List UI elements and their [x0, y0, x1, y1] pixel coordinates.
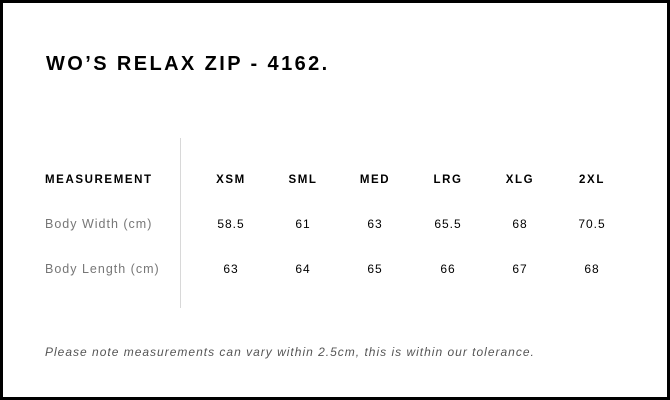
table-cell: 68: [584, 262, 600, 276]
size-header: XLG: [505, 174, 535, 186]
table-cell: 66: [440, 262, 456, 276]
table-row: Body Length (cm) 63 64 65 66 67 68: [45, 262, 665, 278]
page-title: WO’S RELAX ZIP - 4162.: [46, 53, 330, 75]
size-header: XSM: [216, 174, 246, 186]
size-header: 2XL: [579, 174, 605, 186]
size-header: MED: [359, 174, 391, 186]
column-divider: [180, 138, 181, 308]
table-cell: 63: [223, 262, 239, 276]
table-cell: 61: [295, 217, 311, 231]
table-cell: 65: [367, 262, 383, 276]
table-row: Body Width (cm) 58.5 61 63 65.5 68 70.5: [45, 217, 665, 233]
tolerance-note: Please note measurements can vary within…: [45, 345, 535, 359]
table-cell: 68: [512, 217, 528, 231]
table-cell: 65.5: [434, 217, 462, 231]
table-cell: 63: [367, 217, 383, 231]
table-cell: 58.5: [217, 217, 245, 231]
row-label: Body Length (cm): [45, 262, 160, 276]
table-cell: 70.5: [578, 217, 606, 231]
header-label: MEASUREMENT: [45, 174, 153, 186]
size-header: LRG: [433, 174, 463, 186]
row-label: Body Width (cm): [45, 217, 153, 231]
table-cell: 64: [295, 262, 311, 276]
size-header: SML: [288, 174, 318, 186]
table-header-row: MEASUREMENT XSM SML MED LRG XLG 2XL: [45, 174, 665, 190]
table-cell: 67: [512, 262, 528, 276]
